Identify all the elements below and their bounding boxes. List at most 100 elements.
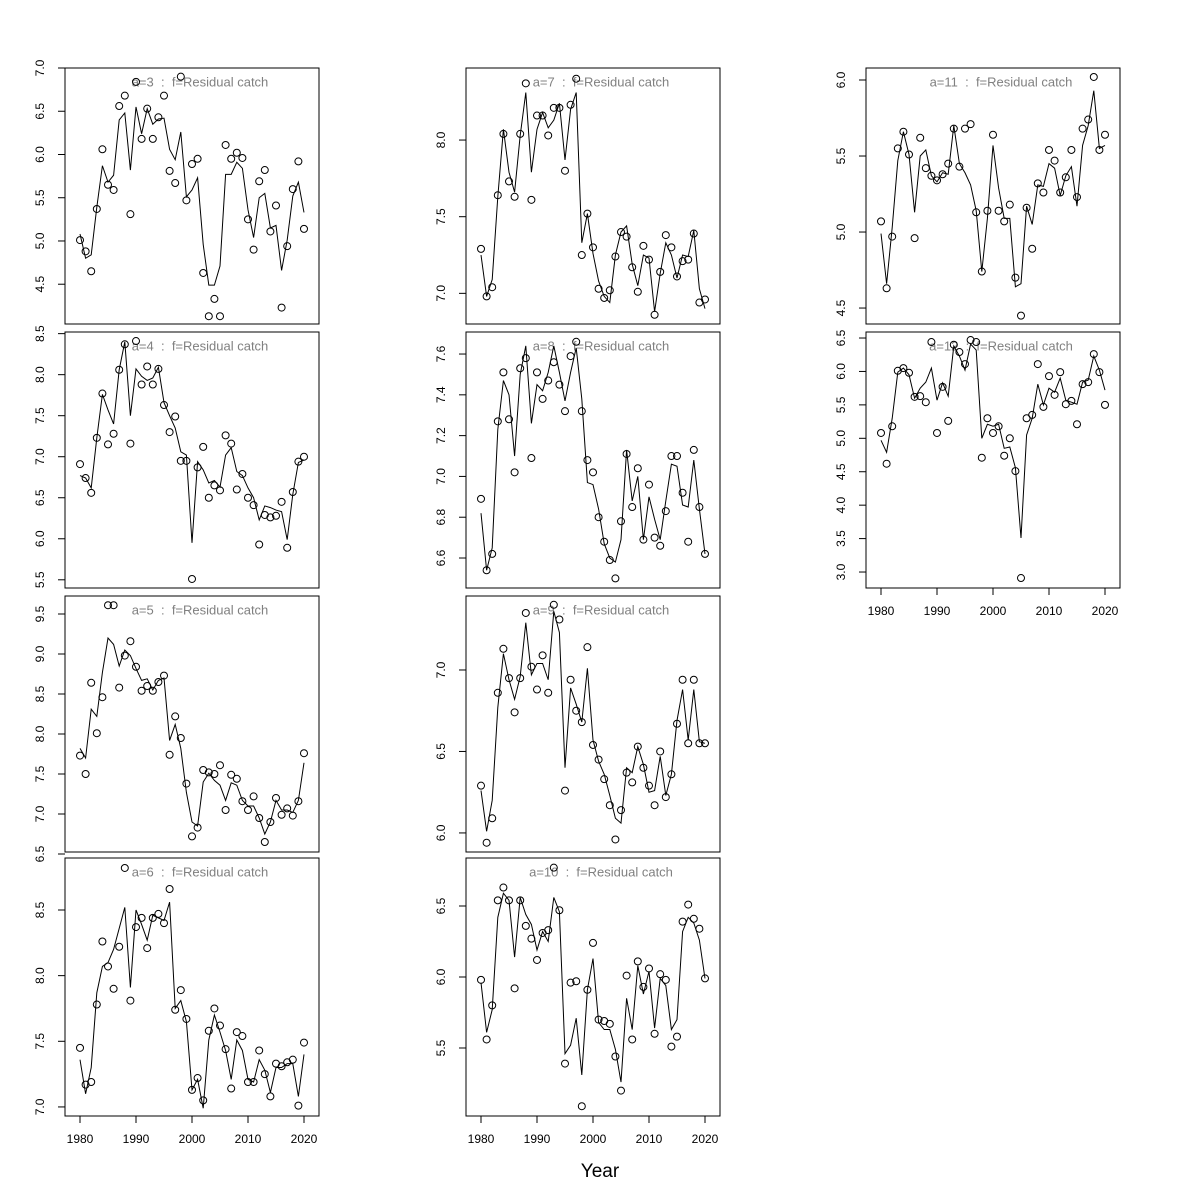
observed-point	[888, 232, 897, 241]
observed-point	[678, 488, 687, 497]
observed-point	[299, 749, 308, 758]
observed-point	[193, 154, 202, 163]
observed-point	[92, 729, 101, 738]
observed-point	[505, 674, 514, 683]
x-tick-label: 2010	[636, 1132, 663, 1146]
observed-point	[572, 74, 581, 83]
observed-point	[689, 229, 698, 238]
observed-point	[549, 103, 558, 112]
observed-point	[115, 102, 124, 111]
observed-point	[977, 453, 986, 462]
observed-point	[148, 686, 157, 695]
observed-point	[243, 493, 252, 502]
observed-point	[488, 549, 497, 558]
observed-point	[672, 452, 681, 461]
observed-point	[583, 456, 592, 465]
observed-point	[255, 540, 264, 549]
observed-point	[678, 675, 687, 684]
fitted-line	[480, 611, 706, 832]
y-tick-label: 4.0	[834, 496, 848, 513]
observed-point	[294, 1101, 303, 1110]
observed-point	[87, 488, 96, 497]
observed-point	[594, 284, 603, 293]
observed-point	[628, 778, 637, 787]
observed-point	[143, 104, 152, 113]
observed-point	[271, 511, 280, 520]
observed-point	[176, 72, 185, 81]
y-tick-label: 6.0	[33, 146, 47, 163]
observed-point	[283, 804, 292, 813]
y-tick-label: 7.5	[33, 765, 47, 782]
fitted-line	[480, 345, 706, 571]
observed-point	[132, 923, 141, 932]
observed-point	[238, 153, 247, 162]
observed-point	[204, 1026, 213, 1035]
y-tick-label: 6.8	[434, 509, 448, 526]
observed-point	[510, 984, 519, 993]
y-tick-label: 7.0	[33, 448, 47, 465]
y-tick-label: 6.5	[33, 845, 47, 862]
observed-point	[227, 770, 236, 779]
observed-point	[137, 380, 146, 389]
observed-point	[611, 574, 620, 583]
observed-point	[238, 797, 247, 806]
y-tick-label: 6.0	[834, 71, 848, 88]
observed-point	[600, 293, 609, 302]
observed-point	[81, 770, 90, 778]
observed-point	[700, 295, 709, 304]
observed-point	[98, 937, 107, 946]
observed-point	[283, 543, 292, 552]
observed-point	[271, 201, 280, 210]
fitted-line	[480, 92, 706, 312]
y-tick-label: 6.5	[834, 329, 848, 346]
observed-point	[628, 1035, 637, 1044]
observed-point	[499, 368, 508, 377]
observed-point	[667, 1042, 676, 1051]
y-tick-label: 5.5	[434, 1039, 448, 1056]
observed-point	[921, 164, 930, 173]
y-tick-label: 3.5	[834, 530, 848, 547]
panel-title: a=7 : f=Residual catch	[533, 74, 670, 89]
observed-point	[1005, 434, 1014, 443]
observed-point	[521, 354, 530, 363]
observed-point	[482, 1035, 491, 1044]
observed-point	[499, 644, 508, 653]
observed-point	[188, 574, 196, 583]
observed-point	[227, 154, 236, 163]
observed-point	[689, 675, 698, 684]
observed-point	[521, 608, 530, 617]
observed-point	[661, 231, 670, 240]
observed-point	[92, 1000, 101, 1009]
observed-point	[126, 210, 135, 219]
fitted-line	[79, 341, 305, 543]
observed-point	[76, 460, 85, 469]
observed-point	[521, 921, 530, 930]
observed-point	[616, 806, 625, 815]
observed-point	[549, 863, 558, 872]
observed-point	[182, 196, 191, 205]
observed-point	[215, 486, 224, 495]
observed-point	[622, 232, 631, 241]
x-tick-label: 2000	[179, 1132, 206, 1146]
observed-point	[171, 412, 180, 421]
observed-point	[255, 814, 264, 822]
observed-point	[989, 428, 997, 437]
panel-title: a=10 : f=Residual catch	[529, 864, 673, 879]
observed-point	[944, 416, 953, 425]
y-tick-label: 5.5	[33, 571, 47, 588]
observed-point	[1078, 124, 1087, 133]
observed-point	[132, 337, 141, 346]
observed-point	[1044, 145, 1053, 154]
observed-point	[877, 428, 886, 437]
observed-point	[109, 185, 118, 194]
observed-point	[148, 134, 157, 143]
observed-point	[650, 533, 659, 542]
observed-point	[505, 177, 514, 186]
observed-point	[555, 380, 564, 389]
observed-point	[98, 145, 107, 154]
y-tick-label: 8.0	[33, 725, 47, 742]
observed-point	[927, 171, 936, 180]
fitted-line	[480, 892, 706, 1083]
observed-point	[126, 637, 135, 646]
observed-point	[260, 838, 269, 846]
